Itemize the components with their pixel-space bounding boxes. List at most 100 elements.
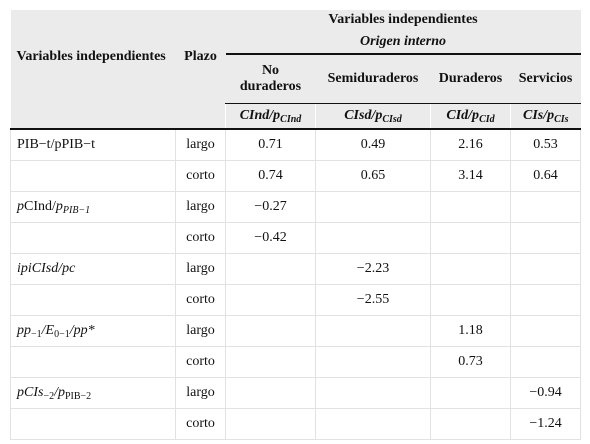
table-body: PIB−t/pPIB−t largo 0.71 0.49 2.16 0.53 corto 0… <box>10 128 582 440</box>
symbol-sub: CIsd <box>382 113 402 125</box>
symbol-text: CIs/p <box>522 107 555 123</box>
column-symbol: CInd/pCInd <box>225 103 316 130</box>
results-table: Variables independientes Plazo Variables… <box>10 10 582 440</box>
value: 0.71 <box>225 128 316 161</box>
term: corto <box>175 284 226 316</box>
term: largo <box>175 191 226 223</box>
column-symbol: CIs/pCIs <box>509 103 581 130</box>
blank <box>10 160 176 192</box>
label-sub: −2 <box>43 390 55 402</box>
blank <box>509 191 582 223</box>
subgroup-header: Origen interno <box>225 30 581 55</box>
table-row: corto −2.55 <box>10 284 582 316</box>
blank <box>10 103 176 130</box>
row-label: pCIs−2/pPIB−2 <box>10 377 176 409</box>
table-row: pCIs−2/pPIB−2 largo −0.94 <box>10 377 582 409</box>
blank <box>315 346 431 378</box>
blank <box>509 284 582 316</box>
symbol-text: CInd/p <box>239 107 281 123</box>
label-part: p <box>17 198 24 214</box>
blank <box>10 222 176 254</box>
column-header: Duraderos <box>430 54 511 104</box>
blank <box>509 346 582 378</box>
table-row: corto −1.24 <box>10 408 582 440</box>
label-part: p <box>55 198 63 214</box>
table-row: PIB−t/pPIB−t largo 0.71 0.49 2.16 0.53 <box>10 128 582 161</box>
row-label: ipiCIsd/pc <box>10 253 176 285</box>
label-part: /pp* <box>69 322 95 338</box>
table-row: corto 0.74 0.65 3.14 0.64 <box>10 160 582 192</box>
value: 0.65 <box>315 160 431 192</box>
symbol-sub: CInd <box>280 113 302 125</box>
blank <box>430 222 511 254</box>
column-symbol: CIsd/pCIsd <box>315 103 431 130</box>
blank <box>315 408 431 440</box>
term: largo <box>175 315 226 347</box>
label-part: pp <box>17 322 31 338</box>
blank <box>225 253 316 285</box>
label-part: /E <box>41 322 55 338</box>
symbol-sub: CIs <box>554 113 569 125</box>
value: 0.53 <box>509 128 582 161</box>
group-header: Variables independientes <box>225 10 581 30</box>
row-label-header: Variables independientes <box>10 10 176 104</box>
blank <box>315 222 431 254</box>
term: corto <box>175 346 226 378</box>
table-row: pp−1/E0−1/pp* largo 1.18 <box>10 315 582 347</box>
value: −0.27 <box>225 191 316 223</box>
table-row: ipiCIsd/pc largo −2.23 <box>10 253 582 285</box>
term: largo <box>175 253 226 285</box>
value: 2.16 <box>430 128 511 161</box>
blank <box>225 346 316 378</box>
column-header: Semiduraderos <box>315 54 431 104</box>
term: largo <box>175 128 226 161</box>
label-part: ipiCIsd/pc <box>17 261 76 276</box>
blank <box>10 346 176 378</box>
value: −0.42 <box>225 222 316 254</box>
term: corto <box>175 222 226 254</box>
blank <box>225 284 316 316</box>
blank <box>225 315 316 347</box>
symbol-text: CId/p <box>446 107 480 123</box>
term: corto <box>175 408 226 440</box>
term: largo <box>175 377 226 409</box>
label-sub: −1 <box>31 328 42 340</box>
blank <box>430 408 511 440</box>
blank <box>430 377 511 409</box>
table-row: pCInd/pPIB−1 largo −0.27 <box>10 191 582 223</box>
label-part: /p <box>54 384 65 400</box>
row-label: pCInd/pPIB−1 <box>10 191 176 223</box>
value: 0.64 <box>509 160 582 192</box>
term-header: Plazo <box>175 10 226 104</box>
blank <box>509 253 582 285</box>
label-sub: PIB−1 <box>62 204 91 216</box>
column-symbol: CId/pCId <box>430 103 511 130</box>
value: −1.24 <box>509 408 582 440</box>
blank <box>225 377 316 409</box>
blank <box>509 222 582 254</box>
row-label: pp−1/E0−1/pp* <box>10 315 176 347</box>
table-row: corto −0.42 <box>10 222 582 254</box>
label-part: pCIs <box>17 384 44 400</box>
table-row: corto 0.73 <box>10 346 582 378</box>
value: 3.14 <box>430 160 511 192</box>
blank <box>430 191 511 223</box>
value: −2.23 <box>315 253 431 285</box>
term: corto <box>175 160 226 192</box>
value: −0.94 <box>509 377 582 409</box>
blank <box>225 408 316 440</box>
column-header: No duraderos <box>225 54 316 104</box>
blank <box>315 191 431 223</box>
blank <box>10 408 176 440</box>
label-part: PIB−t/pPIB−t <box>17 137 96 152</box>
blank <box>315 377 431 409</box>
value: −2.55 <box>315 284 431 316</box>
blank <box>430 253 511 285</box>
blank <box>175 103 226 130</box>
blank <box>430 284 511 316</box>
value: 0.73 <box>430 346 511 378</box>
blank <box>509 315 582 347</box>
label-sub: 0−1 <box>54 328 70 340</box>
label-part: CInd/ <box>24 198 56 214</box>
